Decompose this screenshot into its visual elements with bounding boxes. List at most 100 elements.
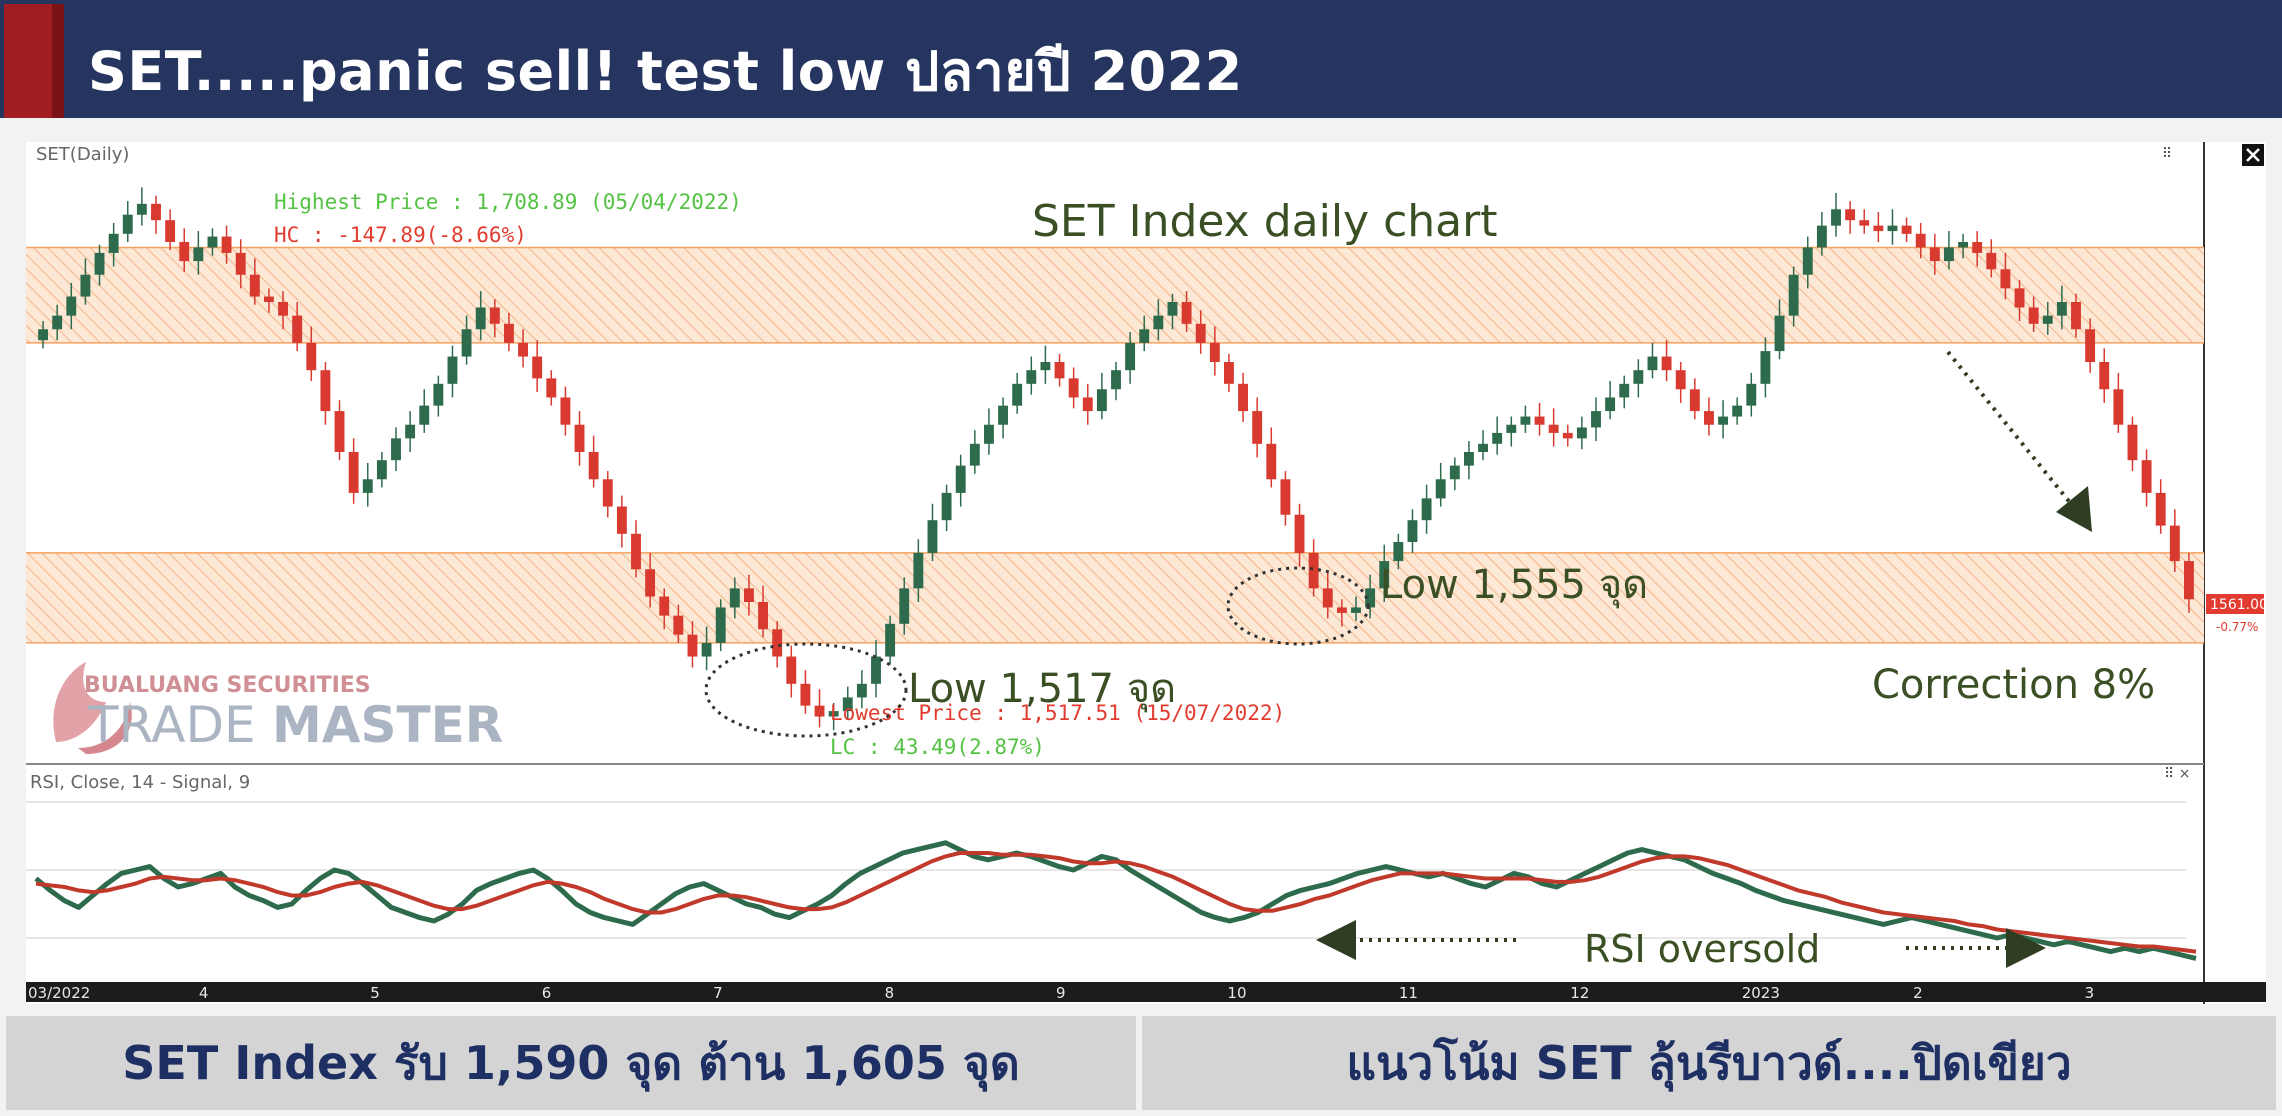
main-panel-label: SET(Daily) (36, 144, 129, 165)
candle-body (546, 378, 557, 398)
candle-body (1351, 607, 1361, 613)
candle-body (1859, 220, 1870, 226)
candle-body (1605, 397, 1616, 412)
candle-body (1718, 416, 1728, 425)
candle-body (1774, 315, 1785, 352)
candle-body (560, 397, 571, 425)
candle-body (1760, 351, 1771, 384)
x-tick-label: 8 (885, 984, 895, 1002)
candle-body (1816, 225, 1827, 248)
candle-body (1096, 389, 1107, 412)
candle-body (1054, 362, 1065, 379)
candle-body (348, 452, 359, 493)
candle-body (927, 520, 938, 553)
candle-body (235, 252, 246, 275)
candle-body (899, 588, 910, 624)
last-price-tag (2206, 594, 2264, 614)
candle-body (419, 405, 430, 425)
candle-body (122, 214, 133, 234)
candle-body (673, 615, 684, 635)
watermark-master: MASTER (272, 696, 503, 754)
candle-body (1379, 561, 1390, 589)
candle-body (998, 405, 1008, 425)
candle-body (2014, 288, 2025, 308)
correction-annotation: Correction 8% (1872, 662, 2155, 708)
chart-area: SET(Daily) SET Index daily chart Highest… (26, 142, 2268, 1004)
header-bar: SET.....panic sell! test low ปลายปี 2022 (0, 0, 2282, 118)
rsi-oversold-annotation: RSI oversold (1584, 927, 1820, 971)
x-tick-label: 12 (1570, 984, 1589, 1002)
correction-arrow-line (1946, 350, 2078, 512)
candle-body (1322, 588, 1333, 608)
footer-support-resistance: SET Index รับ 1,590 จุด ต้าน 1,605 จุด (6, 1016, 1136, 1110)
candle-body (2056, 302, 2067, 316)
candle-body (52, 315, 63, 330)
candle-body (715, 607, 726, 643)
rsi-arrow-right-head (2006, 928, 2046, 968)
rsi-arrow-left-head (1316, 920, 1356, 960)
candles-group (38, 187, 2194, 731)
candle-body (1407, 520, 1418, 542)
candle-body (1901, 225, 1912, 234)
candle-body (66, 296, 77, 316)
candle-body (842, 697, 853, 712)
candle-body (574, 424, 585, 452)
candle-body (2141, 460, 2152, 493)
candle-body (1972, 242, 1983, 253)
candle-body (1336, 607, 1347, 613)
candle-body (1944, 247, 1954, 262)
x-tick-label: 3 (2085, 984, 2095, 1002)
rsi-panel-controls-icon[interactable]: ⠿ × (2164, 766, 2190, 782)
watermark-logo-icon (53, 662, 106, 742)
expand-icon[interactable]: ⠿ (2162, 146, 2172, 162)
candle-body (532, 356, 543, 379)
candle-body (1562, 432, 1573, 439)
candle-body (1012, 383, 1023, 406)
candle-body (1633, 370, 1644, 384)
candle-body (1831, 209, 1841, 226)
candle-body (489, 307, 500, 324)
last-price-text: 1561.00 (2210, 597, 2266, 613)
candle-body (1492, 432, 1503, 444)
candle-body (362, 479, 373, 493)
candle-body (1845, 209, 1856, 221)
candle-body (1802, 247, 1813, 275)
candle-body (786, 656, 797, 684)
candle-body (433, 383, 444, 406)
candle-body (2155, 492, 2166, 526)
candle-body (659, 596, 670, 616)
candle-body (602, 479, 613, 507)
candle-body (856, 683, 867, 698)
x-axis-ticks: 03/2022 4 5 6 7 8 9 10 11 12 2023 2 3 (28, 984, 2094, 1002)
candle-body (1647, 356, 1658, 371)
candle-body (1280, 479, 1291, 515)
candle-body (1209, 342, 1220, 362)
candle-body (2127, 424, 2138, 461)
candle-body (405, 424, 416, 439)
main-panel (26, 142, 2206, 762)
candle-body (645, 569, 656, 597)
candle-body (969, 443, 980, 466)
candle-body (772, 629, 783, 657)
candle-body (1082, 397, 1093, 412)
candle-body (631, 533, 641, 570)
candle-body (447, 356, 458, 384)
candle-body (885, 623, 896, 657)
candle-body (94, 252, 105, 275)
candle-body (1746, 383, 1757, 406)
candle-body (1068, 378, 1079, 398)
low-ellipse-b (1226, 566, 1370, 646)
candle-body (376, 460, 387, 480)
rsi-panel-label: RSI, Close, 14 - Signal, 9 (30, 772, 250, 793)
x-tick-label: 9 (1056, 984, 1066, 1002)
candle-body (758, 602, 768, 630)
candle-body (1167, 302, 1178, 316)
low-b-annotation: Low 1,555 จุด (1380, 562, 1648, 609)
rsi-series-signal (35, 851, 2197, 954)
candle-body (2169, 525, 2180, 562)
candle-body (1704, 411, 1714, 425)
candle-body (1591, 411, 1601, 428)
candle-body (913, 552, 924, 589)
lowest-price-label: Lowest Price : 1,517.51 (15/07/2022) (830, 701, 1285, 725)
candle-body (518, 342, 528, 357)
